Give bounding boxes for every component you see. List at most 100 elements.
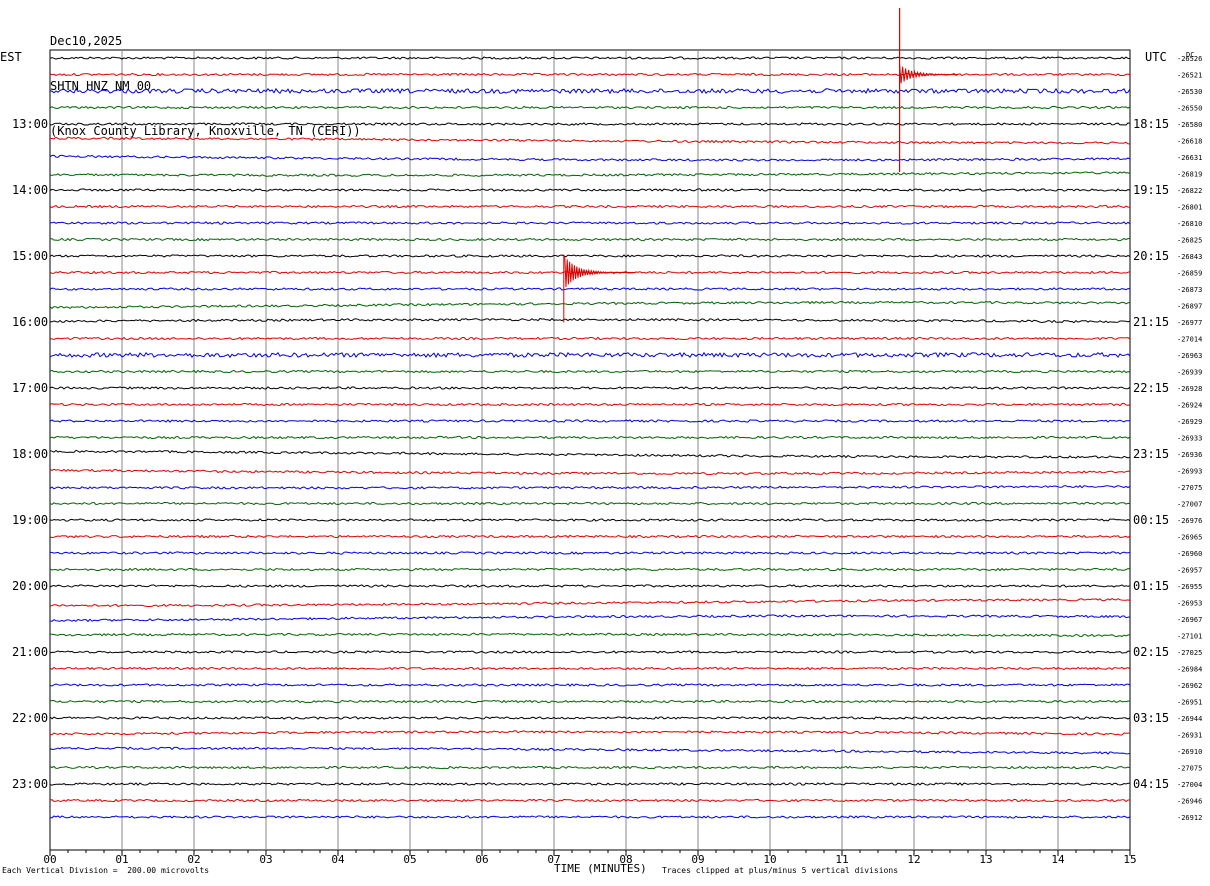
trace-line bbox=[49, 584, 1131, 588]
dc-offset-label: -26825 bbox=[1177, 237, 1202, 245]
trace-line bbox=[49, 815, 1131, 819]
dc-label: DC bbox=[1186, 51, 1194, 59]
trace-line bbox=[49, 56, 1131, 60]
trace-line bbox=[49, 716, 1131, 720]
dc-offset-label: -26965 bbox=[1177, 534, 1202, 542]
location-label: (Knox County Library, Knoxville, TN (CER… bbox=[50, 124, 361, 138]
trace-line bbox=[49, 534, 1131, 539]
dc-offset-label: -26580 bbox=[1177, 121, 1202, 129]
trace-line bbox=[49, 204, 1130, 209]
x-tick-label: 03 bbox=[259, 853, 272, 866]
est-axis-label: EST bbox=[0, 50, 22, 64]
trace-line bbox=[49, 188, 1131, 192]
clip-note: Traces clipped at plus/minus 5 vertical … bbox=[662, 866, 899, 875]
trace-line bbox=[49, 386, 1131, 390]
trace-line bbox=[49, 336, 1131, 341]
utc-hour-label: 21:15 bbox=[1133, 315, 1169, 329]
dc-offset-label: -26924 bbox=[1177, 402, 1202, 410]
trace-line bbox=[49, 746, 1131, 755]
trace-line bbox=[49, 171, 1131, 177]
est-hour-label: 23:00 bbox=[12, 777, 48, 791]
dc-offset-label: -26618 bbox=[1177, 138, 1202, 146]
trace-line bbox=[49, 154, 1131, 162]
trace-line bbox=[49, 798, 1130, 803]
trace-line bbox=[49, 87, 1131, 95]
dc-offset-label: -26631 bbox=[1177, 154, 1202, 162]
dc-offset-label: -26929 bbox=[1177, 418, 1202, 426]
dc-offset-label: -27007 bbox=[1177, 501, 1202, 509]
trace-line bbox=[49, 501, 1131, 506]
scale-note: Each Vertical Division = 200.00 microvol… bbox=[2, 866, 210, 875]
x-tick-label: 08 bbox=[619, 853, 632, 866]
x-tick-label: 11 bbox=[835, 853, 848, 866]
x-tick-label: 05 bbox=[403, 853, 416, 866]
utc-hour-label: 03:15 bbox=[1133, 711, 1169, 725]
trace-line bbox=[49, 730, 1130, 736]
x-tick-label: 01 bbox=[115, 853, 128, 866]
trace-line bbox=[49, 254, 1131, 258]
est-hour-label: 15:00 bbox=[12, 249, 48, 263]
dc-offset-label: -26873 bbox=[1177, 286, 1202, 294]
dc-offset-label: -26976 bbox=[1177, 517, 1202, 525]
x-tick-label: 06 bbox=[475, 853, 488, 866]
dc-offset-label: -27014 bbox=[1177, 336, 1202, 344]
dc-offset-label: -26955 bbox=[1177, 583, 1202, 591]
utc-hour-label: 23:15 bbox=[1133, 447, 1169, 461]
trace-line bbox=[49, 369, 1131, 374]
utc-hour-label: 00:15 bbox=[1133, 513, 1169, 527]
dc-offset-label: -27075 bbox=[1177, 765, 1202, 773]
trace-line bbox=[49, 402, 1131, 407]
dc-offset-label: -26859 bbox=[1177, 270, 1202, 278]
dc-offset-label: -26967 bbox=[1177, 616, 1202, 624]
trace-line bbox=[49, 683, 1131, 687]
dc-offset-label: -26960 bbox=[1177, 550, 1202, 558]
trace-line bbox=[49, 699, 1131, 704]
trace-line bbox=[49, 122, 1131, 126]
trace-line bbox=[49, 435, 1131, 440]
est-hour-label: 21:00 bbox=[12, 645, 48, 659]
utc-hour-label: 19:15 bbox=[1133, 183, 1169, 197]
trace-line bbox=[49, 632, 1131, 638]
dc-offset-label: -26962 bbox=[1177, 682, 1202, 690]
trace-line bbox=[49, 136, 1131, 145]
dc-offset-label: -26526 bbox=[1177, 55, 1202, 63]
est-hour-label: 14:00 bbox=[12, 183, 48, 197]
trace-line bbox=[49, 782, 1131, 786]
dc-offset-label: -26984 bbox=[1177, 666, 1202, 674]
dc-offset-label: -26521 bbox=[1177, 72, 1202, 80]
dc-offset-label: -27101 bbox=[1177, 633, 1202, 641]
dc-offset-label: -26550 bbox=[1177, 105, 1202, 113]
utc-axis-label: UTC bbox=[1145, 50, 1167, 64]
trace-line bbox=[49, 237, 1131, 242]
dc-offset-label: -26953 bbox=[1177, 600, 1202, 608]
dc-offset-label: -26957 bbox=[1177, 567, 1202, 575]
dc-offset-label: -26801 bbox=[1177, 204, 1202, 212]
trace-line bbox=[49, 287, 1131, 291]
est-hour-label: 22:00 bbox=[12, 711, 48, 725]
est-hour-label: 13:00 bbox=[12, 117, 48, 131]
x-tick-label: 04 bbox=[331, 853, 345, 866]
x-tick-label: 07 bbox=[547, 853, 560, 866]
est-hour-label: 17:00 bbox=[12, 381, 48, 395]
trace-line bbox=[49, 666, 1131, 671]
dc-offset-label: -26912 bbox=[1177, 814, 1202, 822]
est-hour-label: 20:00 bbox=[12, 579, 48, 593]
trace-line bbox=[49, 317, 1131, 324]
x-tick-label: 12 bbox=[907, 853, 920, 866]
utc-hour-label: 01:15 bbox=[1133, 579, 1169, 593]
trace-line bbox=[49, 449, 1131, 459]
date-label: Dec10,2025 bbox=[50, 34, 123, 48]
utc-hour-label: 20:15 bbox=[1133, 249, 1169, 263]
dc-offset-label: -27004 bbox=[1177, 781, 1202, 789]
axis-labels: EST UTC DC 00 01 02 03 04 05 06 07 08 09 10 11 12 13 1… bbox=[0, 50, 1202, 866]
dc-offset-label: -26951 bbox=[1177, 699, 1202, 707]
trace-line bbox=[49, 221, 1131, 225]
grid-lines bbox=[49, 49, 1131, 856]
trace-line bbox=[49, 484, 1131, 490]
x-tick-label: 15 bbox=[1123, 853, 1136, 866]
trace-line bbox=[49, 419, 1131, 423]
dc-offset-label: -27025 bbox=[1177, 649, 1202, 657]
event-coda bbox=[899, 64, 959, 84]
dc-offset-label: -26897 bbox=[1177, 303, 1202, 311]
